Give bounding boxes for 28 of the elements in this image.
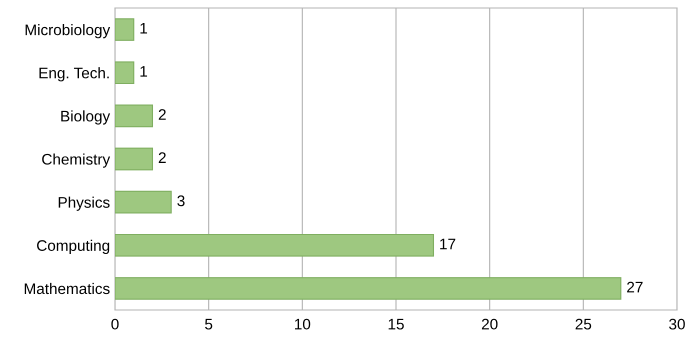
bar <box>115 190 172 214</box>
bar <box>115 104 154 128</box>
y-tick-label: Microbiology <box>26 24 110 38</box>
y-tick-label: Computing <box>37 240 110 254</box>
x-tick-label: 30 <box>669 318 685 330</box>
bar <box>115 234 434 257</box>
data-label: 3 <box>177 195 185 206</box>
data-label: 1 <box>140 66 148 77</box>
data-label: 27 <box>627 282 643 292</box>
y-tick-label: Mathematics <box>24 282 110 294</box>
x-tick-label: 20 <box>482 318 498 330</box>
y-tick-label: Chemistry <box>42 153 110 168</box>
bar <box>115 61 134 84</box>
y-tick-label: Biology <box>61 110 110 125</box>
data-label: 17 <box>440 238 456 250</box>
x-tick-label: 25 <box>576 318 592 330</box>
y-tick-label: Physics <box>58 196 110 211</box>
bar <box>115 148 154 170</box>
data-label: 2 <box>158 109 166 120</box>
data-label: 2 <box>158 152 166 163</box>
bar <box>115 18 134 41</box>
x-tick-label: 15 <box>388 318 404 330</box>
bar <box>115 277 622 300</box>
x-tick-label: 10 <box>295 318 310 330</box>
x-tick-label: 5 <box>205 318 212 330</box>
data-label: 1 <box>140 23 148 34</box>
y-tick-label: Eng. Tech. <box>39 67 109 82</box>
x-tick-label: 0 <box>111 318 119 330</box>
